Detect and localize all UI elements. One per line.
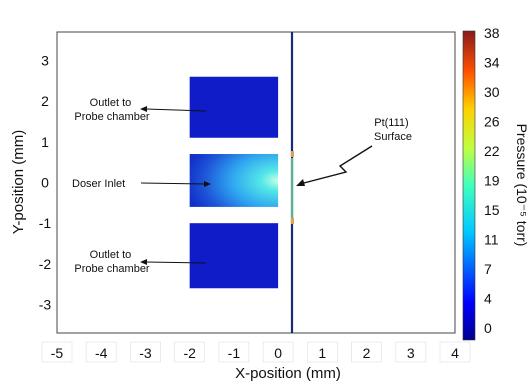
outlet-bottom-arrow: [145, 261, 207, 264]
x-tick-box: [85, 341, 117, 363]
y-tick-label: 1: [41, 134, 49, 150]
x-tick-box: [41, 341, 73, 363]
outlet-top-arrowhead: [140, 106, 147, 112]
x-tick-box: [174, 341, 206, 363]
colorbar-tick-label: 19: [484, 173, 500, 189]
y-tick-label: 3: [41, 52, 49, 68]
y-axis-label: Y-position (mm): [10, 130, 27, 234]
x-axis-label: X-position (mm): [235, 365, 341, 381]
x-tick-label: -2: [183, 345, 196, 361]
y-tick-label: -2: [39, 256, 52, 272]
colorbar-tick-label: 7: [484, 261, 492, 277]
x-tick-label: -5: [51, 345, 64, 361]
y-tick-label: 2: [41, 93, 49, 109]
colorbar-label: Pressure (10⁻⁵ torr): [514, 124, 528, 247]
colorbar-tick-label: 15: [484, 202, 500, 218]
x-tick-box: [306, 341, 338, 363]
x-tick-box: [439, 341, 471, 363]
region-2: [189, 154, 279, 207]
x-tick-box: [218, 341, 250, 363]
x-tick-label: 2: [363, 345, 371, 361]
colorbar: [462, 30, 476, 341]
y-tick-labels: 3 2 1 0 -1 -2 -3: [39, 52, 52, 312]
outlet-top-label: Outlet to Probe chamber: [74, 97, 150, 123]
outlet-top-arrow: [145, 108, 207, 112]
x-tick-label: -3: [139, 345, 152, 361]
region-1: [189, 76, 279, 138]
y-tick-label: 0: [41, 175, 49, 191]
region-3: [189, 223, 279, 289]
y-tick-label: -1: [39, 215, 52, 231]
outlet-bottom-arrowhead: [140, 259, 147, 265]
colorbar-tick-label: 4: [484, 291, 492, 307]
y-tick-label: -3: [39, 297, 52, 313]
pt111-surface-label: Pt(111) Surface: [374, 117, 412, 143]
x-tick-box: [262, 341, 294, 363]
x-tick-box: [351, 341, 382, 363]
x-tick-label: 0: [274, 345, 282, 361]
surface-gap-top: [291, 151, 294, 157]
x-tick-box: [395, 341, 427, 363]
colorbar-tick-label: 0: [484, 320, 492, 336]
colorbar-tick-label: 11: [484, 232, 499, 248]
colorbar-tick-label: 30: [484, 84, 500, 100]
surface-gap-bottom: [291, 218, 294, 224]
outlet-bottom-label: Outlet to Probe chamber: [74, 249, 150, 275]
doser-inlet-arrow: [140, 182, 206, 185]
x-tick-label: -4: [95, 345, 108, 361]
regions-layer: [189, 76, 279, 289]
x-tick-labels: -5 -4 -3 -2 -1 0 1 2 3 4: [41, 341, 471, 363]
colorbar-tick-label: 26: [484, 114, 500, 130]
x-tick-label: 3: [407, 345, 415, 361]
doser-inlet-label: Doser Inlet: [72, 178, 125, 190]
colorbar-tick-label: 22: [484, 143, 500, 159]
pt111-pointer-head: [296, 179, 305, 186]
surface-highlight: [291, 158, 294, 218]
x-tick-label: -1: [228, 345, 241, 361]
colorbar-tick-labels: 38 34 30 26 22 19 15 11 7 4 0: [484, 25, 500, 336]
x-tick-box: [130, 341, 161, 363]
colorbar-tick-label: 34: [484, 55, 500, 71]
colorbar-tick-label: 38: [484, 25, 500, 41]
x-tick-label: 1: [318, 345, 326, 361]
doser-inlet-arrowhead: [204, 181, 211, 187]
x-tick-label: 4: [451, 345, 459, 361]
pt111-pointer: [299, 145, 373, 185]
